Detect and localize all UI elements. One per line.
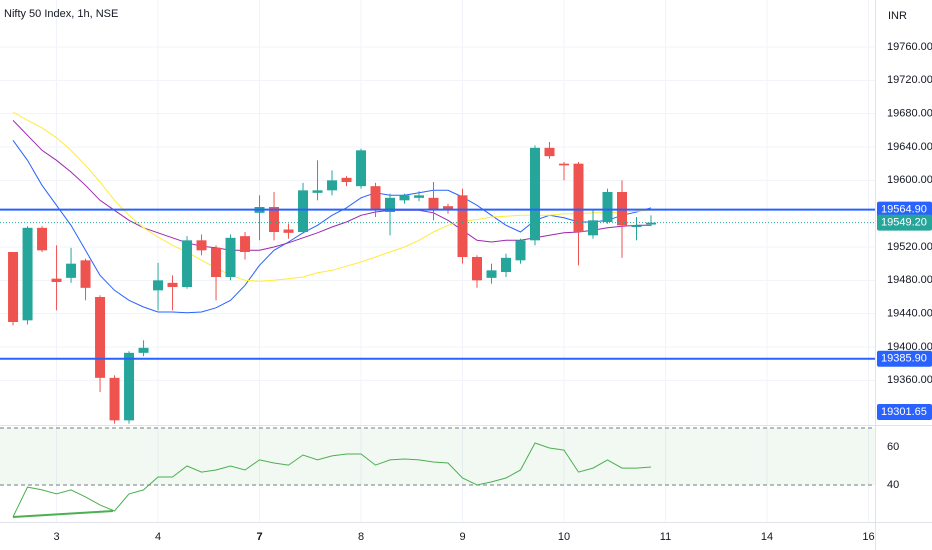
rsi-tick-label: 40 [887, 479, 899, 491]
y-tick-label: 19440.00 [887, 308, 932, 320]
candle-body [399, 195, 410, 201]
candle-body [327, 180, 338, 191]
candle-body [298, 190, 309, 232]
x-tick-label: 4 [155, 531, 161, 543]
candle-body [8, 252, 19, 322]
price-label-box [877, 350, 932, 367]
candle-body [559, 163, 570, 166]
price-label-box [877, 201, 932, 218]
price-label: 19564.90 [881, 203, 927, 215]
indicator-lines [12, 111, 652, 314]
currency-label: INR [888, 10, 907, 22]
candle-body [167, 282, 178, 287]
candle-body [80, 260, 91, 288]
y-tick-label: 19720.00 [887, 74, 932, 86]
divergence-line [12, 510, 114, 518]
candle-body [631, 225, 642, 227]
candle-body [530, 147, 541, 241]
candle-body [341, 177, 352, 182]
candle-body [51, 278, 62, 282]
y-tick-label: 19400.00 [887, 341, 932, 353]
x-tick-label: 8 [358, 531, 364, 543]
candle-body [602, 192, 613, 222]
candle-body [225, 237, 236, 277]
x-tick-label: 3 [53, 531, 59, 543]
candle-body [124, 352, 135, 421]
moving-average-line [12, 111, 652, 282]
candle-body [109, 377, 120, 421]
y-tick-label: 19640.00 [887, 141, 932, 153]
chart-title: Nifty 50 Index, 1h, NSE [4, 8, 118, 20]
x-tick-label: 9 [459, 531, 465, 543]
candle-body [414, 195, 425, 198]
price-label-box [877, 214, 932, 231]
y-tick-label: 19600.00 [887, 174, 932, 186]
candle-body [385, 197, 396, 212]
y-tick-label: 19480.00 [887, 274, 932, 286]
candle-body [182, 240, 193, 287]
x-tick-label: 14 [761, 531, 773, 543]
candle-body [443, 206, 454, 211]
candle-body [370, 186, 381, 211]
price-label-box [877, 404, 932, 420]
rsi-line [12, 442, 652, 518]
candle-body [573, 163, 584, 232]
candle-body [645, 222, 656, 225]
rsi-tick-label: 60 [887, 441, 899, 453]
candle-body [66, 263, 77, 278]
candle-body [283, 229, 294, 233]
candle-body [472, 257, 483, 281]
candle-body [312, 190, 323, 193]
candle-body [37, 227, 48, 251]
y-tick-label: 19520.00 [887, 241, 932, 253]
x-tick-label: 7 [256, 531, 262, 543]
candle-body [153, 280, 164, 291]
candle-body [457, 195, 468, 257]
candle-body [587, 220, 598, 236]
y-tick-label: 19360.00 [887, 374, 932, 386]
candle-body [501, 257, 512, 272]
candle-body [211, 247, 222, 277]
candle-body [515, 240, 526, 261]
moving-average-line [12, 140, 652, 314]
candle-body [544, 147, 555, 157]
price-label: 19549.20 [881, 217, 927, 229]
candle-body [269, 207, 280, 232]
x-tick-label: 16 [862, 531, 874, 543]
candle-body [95, 297, 106, 378]
y-tick-label: 19760.00 [887, 41, 932, 53]
candle-body [486, 270, 497, 278]
price-label: 19385.90 [881, 353, 927, 365]
candle-body [138, 347, 149, 353]
moving-average-line [12, 119, 651, 251]
x-tick-label: 11 [660, 531, 671, 543]
x-tick-label: 10 [558, 531, 570, 543]
rsi-pane [0, 427, 875, 518]
candle-body [240, 236, 251, 252]
candle-body [428, 197, 439, 211]
levels [0, 208, 875, 360]
candle-body [196, 240, 207, 251]
rsi-band-fill [0, 428, 875, 485]
y-tick-label: 19680.00 [887, 108, 932, 120]
price-label: 19301.65 [881, 406, 927, 418]
candle-body [356, 150, 367, 187]
candle-body [22, 227, 33, 321]
axis: 19360.00 19400.00 19440.00 19480.00 19520.00… [53, 41, 932, 543]
